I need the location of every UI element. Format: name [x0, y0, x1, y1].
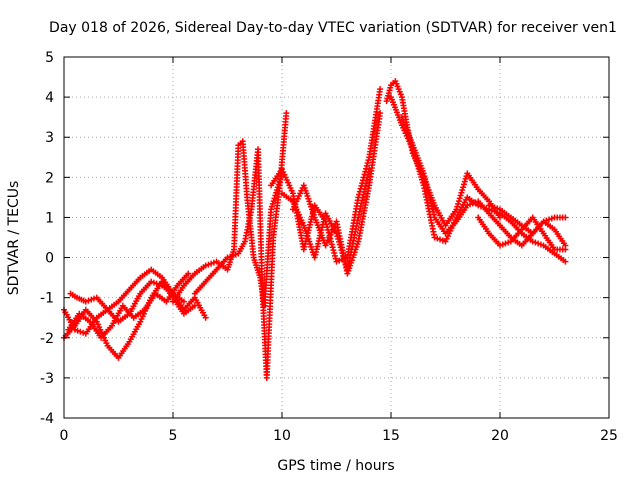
plot-frame [63, 56, 610, 419]
x-tick-label: 25 [600, 428, 618, 444]
y-tick-label: -2 [40, 331, 54, 347]
data-point [460, 181, 467, 188]
x-tick-label: 15 [382, 428, 400, 444]
y-tick-label: 5 [45, 50, 54, 66]
data-point [454, 203, 461, 210]
data-point [377, 86, 384, 93]
y-tick-label: 2 [45, 170, 54, 186]
grid [64, 57, 609, 418]
data-point [377, 110, 384, 117]
data-point [457, 192, 464, 199]
series-satellite-track-h [279, 166, 373, 273]
data-point [269, 200, 276, 207]
data-point [562, 246, 569, 253]
x-tick-label: 10 [273, 428, 291, 444]
data-point [328, 238, 335, 245]
data-point [328, 241, 335, 248]
series-satellite-track-d [67, 278, 187, 325]
data-point [268, 206, 275, 213]
series-line [67, 273, 189, 339]
data-point [455, 200, 462, 207]
data-point [459, 186, 466, 193]
data-point [419, 176, 426, 183]
series-satellite-track-k [388, 94, 569, 265]
series-satellite-track-i [289, 110, 384, 277]
data-point [365, 157, 372, 164]
x-axis-label: GPS time / hours [277, 458, 394, 474]
x-tick-label: 20 [491, 428, 509, 444]
series-satellite-track-m [475, 214, 569, 253]
data-point [562, 258, 569, 265]
chart-title: Day 018 of 2026, Sidereal Day-to-day VTE… [49, 20, 617, 36]
y-tick-label: -4 [40, 411, 54, 427]
data-point [419, 179, 426, 186]
data-point [364, 160, 371, 167]
y-tick-label: -3 [40, 371, 54, 387]
data-point [332, 255, 339, 262]
x-tick-label: 5 [169, 428, 178, 444]
series-satellite-track-e [170, 138, 285, 309]
y-tick-label: 1 [45, 210, 54, 226]
data-point [283, 110, 290, 117]
data-point [272, 192, 279, 199]
data-point [461, 178, 468, 185]
data-point [562, 214, 569, 221]
data-point [202, 314, 209, 321]
y-tick-label: 4 [45, 90, 54, 106]
data-point [271, 195, 278, 202]
data-point [329, 244, 336, 251]
y-axis-label: SDTVAR / TECUs [6, 181, 22, 296]
data-point [458, 189, 465, 196]
series-line [390, 96, 566, 263]
data-point [330, 247, 337, 254]
y-tick-label: 3 [45, 130, 54, 146]
data-point [455, 198, 462, 205]
data-point [185, 270, 192, 277]
plot-area [61, 78, 569, 381]
data-point [268, 203, 275, 210]
data-point [456, 195, 463, 202]
series-satellite-track-b [61, 266, 209, 337]
data-point [418, 174, 425, 181]
series-satellite-track-c [65, 270, 192, 341]
data-point [462, 175, 469, 182]
series-satellite-track-n [486, 202, 569, 237]
data-point [417, 171, 424, 178]
data-point [331, 252, 338, 259]
data-point [180, 298, 187, 305]
axis-ticks: 0 5 10 15 20 25 -4 -3 -2 -1 0 1 2 3 4 5 [40, 50, 618, 444]
data-point [331, 249, 338, 256]
y-tick-label: -1 [40, 291, 54, 307]
data-point [363, 162, 370, 169]
series-satellite-track-j [383, 78, 503, 229]
y-tick-label: 0 [45, 251, 54, 267]
x-tick-label: 0 [60, 428, 69, 444]
data-point [460, 184, 467, 191]
data-point [270, 198, 277, 205]
